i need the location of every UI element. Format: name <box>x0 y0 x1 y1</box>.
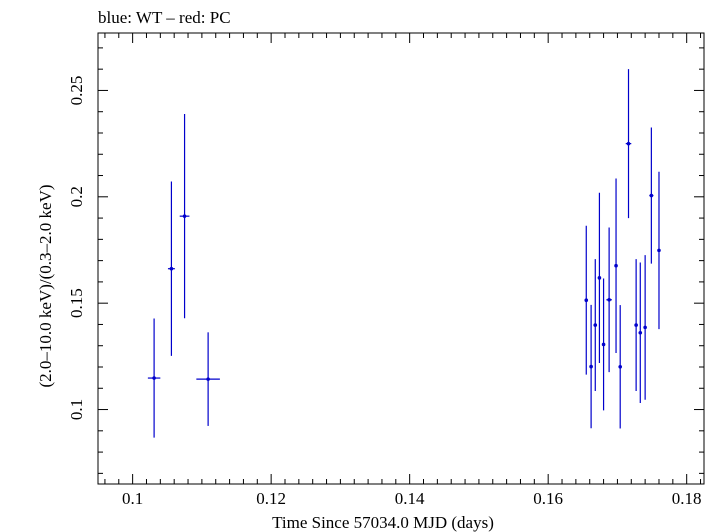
data-point <box>597 192 602 363</box>
data-point <box>606 227 612 373</box>
x-tick-label: 0.14 <box>395 489 425 508</box>
data-point <box>634 259 638 392</box>
data-point <box>638 262 643 403</box>
point-marker <box>593 323 598 327</box>
data-point <box>179 114 190 319</box>
point-marker <box>626 141 631 146</box>
x-tick-label: 0.12 <box>256 489 286 508</box>
data-point <box>618 305 622 429</box>
point-marker <box>657 248 661 253</box>
y-tick-label: 0.2 <box>67 186 86 207</box>
data-point <box>614 178 618 353</box>
point-marker <box>597 276 602 280</box>
data-point <box>147 318 161 438</box>
chart-title: blue: WT – red: PC <box>98 8 231 27</box>
point-marker <box>584 298 589 302</box>
x-tick-label: 0.18 <box>672 489 702 508</box>
data-points <box>147 69 661 438</box>
data-point <box>167 181 175 356</box>
y-axis-label: (2.0–10.0 keV)/(0.3–2.0 keV) <box>36 184 55 387</box>
point-marker <box>618 364 622 369</box>
point-marker <box>601 342 606 347</box>
point-marker <box>614 263 618 268</box>
data-point <box>593 259 598 392</box>
data-point <box>601 278 606 411</box>
point-marker <box>634 323 638 327</box>
data-point <box>657 171 661 330</box>
axis-ticks <box>98 33 704 484</box>
point-marker <box>152 376 156 380</box>
y-tick-label: 0.15 <box>67 288 86 318</box>
y-tick-label: 0.25 <box>67 76 86 106</box>
point-marker <box>169 266 174 271</box>
data-point <box>589 304 593 429</box>
point-marker <box>182 214 187 218</box>
point-marker <box>638 330 643 335</box>
x-tick-label: 0.1 <box>122 489 143 508</box>
data-point <box>625 69 632 219</box>
point-marker <box>649 193 654 198</box>
data-point <box>649 127 654 264</box>
x-tick-label: 0.16 <box>533 489 563 508</box>
tick-labels: 0.1 0.12 0.14 0.16 0.18 0.1 0.15 0.2 0.25 <box>67 76 702 508</box>
plot-frame <box>97 32 705 485</box>
y-tick-label: 0.1 <box>67 399 86 420</box>
point-marker <box>643 325 647 330</box>
point-marker <box>206 377 210 381</box>
data-point <box>643 255 647 400</box>
point-marker <box>607 297 611 302</box>
data-point <box>584 225 589 375</box>
data-point <box>196 332 220 426</box>
x-axis-label: Time Since 57034.0 MJD (days) <box>272 513 494 532</box>
point-marker <box>589 364 593 369</box>
